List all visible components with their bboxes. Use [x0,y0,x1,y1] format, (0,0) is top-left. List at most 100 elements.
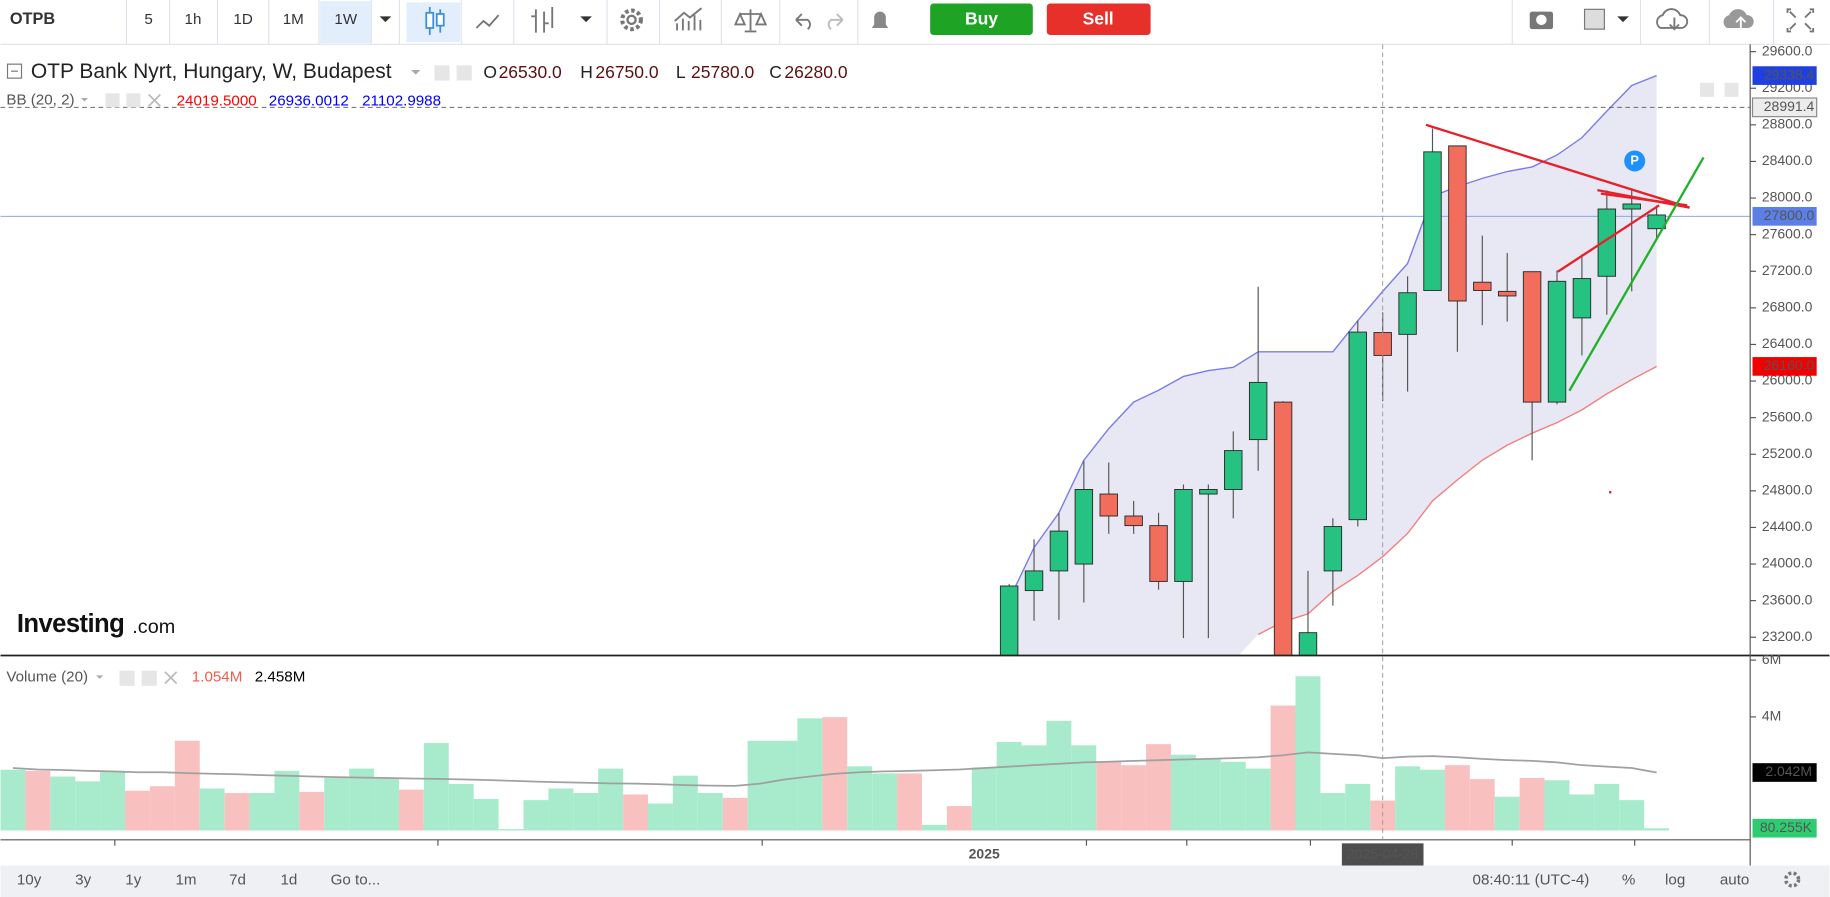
instrument-title: OTP Bank Nyrt, Hungary, W, Budapest [31,60,392,83]
sell-label: Sell [1083,8,1114,28]
marker-badge[interactable] [1624,150,1646,172]
bars-button[interactable] [531,6,554,33]
volume-bar [1170,754,1196,831]
candle-body [1273,401,1293,656]
y-tick-label: 24000.0 [1762,555,1813,571]
symbol-input[interactable]: OTPB [10,10,56,28]
candles-icon [425,6,445,35]
bb-fill [1009,75,1657,656]
volume-bar [1569,794,1595,831]
alert-button[interactable] [871,11,889,32]
bb-value: 24019.5000 [177,92,257,109]
volume-bar [623,794,648,831]
volume-bar [1270,705,1296,831]
volume-settings[interactable] [141,670,157,686]
scroll-up[interactable] [1724,82,1739,97]
volume-bar [1395,766,1421,831]
y-tick-label: 23200.0 [1762,628,1813,644]
ohlc-value: 26280.0 [784,62,847,82]
y-tick-label: 26000.0 [1762,372,1813,388]
candle-body [1373,332,1392,356]
footer-settings[interactable] [1784,871,1801,888]
toolbar [0,0,1830,45]
sell-button[interactable] [1046,3,1151,35]
chart-type-dropdown[interactable] [580,16,592,23]
compare-button[interactable] [733,9,768,33]
volume-bar [1096,761,1122,831]
goto-button[interactable]: Go to... [331,872,381,889]
interval-button[interactable]: 1h [185,11,202,28]
title-dropdown[interactable] [411,69,421,75]
candle-body [1398,292,1417,335]
logo-suffix: .com [132,616,175,638]
volume-label: 2.042M [1765,763,1812,779]
volume-dropdown[interactable] [96,675,104,679]
settings-button[interactable] [620,8,643,32]
color-dropdown[interactable] [1617,16,1629,23]
candle-body [1473,281,1492,291]
scale-option[interactable]: % [1622,872,1635,889]
volume-hide[interactable] [119,670,135,686]
volume-bar [722,797,748,831]
color-button[interactable] [1583,8,1605,30]
bb-hide[interactable] [105,93,120,108]
volume-bar [946,806,972,831]
y-tick-label: 28800.0 [1762,116,1813,132]
buy-button[interactable] [930,3,1033,35]
range-button[interactable]: 10y [17,872,42,889]
candle-body [1224,450,1243,490]
range-button[interactable]: 1d [280,872,297,889]
range-button[interactable]: 3y [75,872,91,889]
scale-option[interactable]: auto [1720,872,1750,889]
settings-small[interactable] [456,65,472,81]
interval-button[interactable]: 1D [233,11,252,28]
bb-dropdown[interactable] [80,97,88,102]
y-tick-label: 26400.0 [1762,335,1813,351]
volume-bar [647,803,673,831]
scroll-down[interactable] [1700,82,1715,97]
interval-button[interactable]: 1M [283,11,304,28]
volume-value: 1.054M [192,669,243,686]
volume-bar [1195,759,1221,831]
range-button[interactable]: 1y [125,872,141,889]
settings-hub [626,14,637,26]
volume-bar [921,824,947,831]
ohlc-value: 25780.0 [691,62,754,82]
interval-button[interactable]: 1W [334,11,357,28]
fullscreen-button[interactable] [1786,8,1815,33]
price-label: 29338.4 [1764,66,1815,82]
volume-bar [598,768,624,831]
screenshot-button[interactable] [1529,11,1554,30]
price-label-box [1751,97,1818,118]
undo-button[interactable] [795,13,811,30]
range-button[interactable]: 1m [175,872,196,889]
hide-button[interactable] [434,65,450,81]
redo-button[interactable] [827,13,844,30]
volume-bar [1320,793,1346,831]
volume-bar [398,789,424,831]
volume-bar [224,793,250,831]
ohlc-label: L [676,62,686,82]
volume-remove[interactable] [164,671,178,685]
volume-bar [75,781,101,831]
candle-body [1298,632,1318,656]
bb-settings[interactable] [126,93,141,108]
bb-remove[interactable] [148,93,161,107]
indicators-button[interactable] [674,7,703,31]
collapse-legend[interactable] [6,63,23,79]
range-button[interactable]: 7d [229,872,246,889]
scale-option[interactable]: log [1665,872,1685,889]
volume-bar [897,773,922,831]
volume-bar [1420,769,1445,831]
volume-bar [1121,765,1147,831]
volume-bar [199,788,225,831]
volume-bar [523,800,549,831]
line-chart-button[interactable] [475,14,500,29]
volume-bar [174,740,200,831]
volume-bar [100,770,126,831]
interval-dropdown[interactable] [379,16,392,23]
footer [0,865,1830,897]
upload-arrow [1735,16,1747,30]
download-button[interactable] [1656,8,1689,31]
interval-button[interactable]: 5 [144,11,152,28]
